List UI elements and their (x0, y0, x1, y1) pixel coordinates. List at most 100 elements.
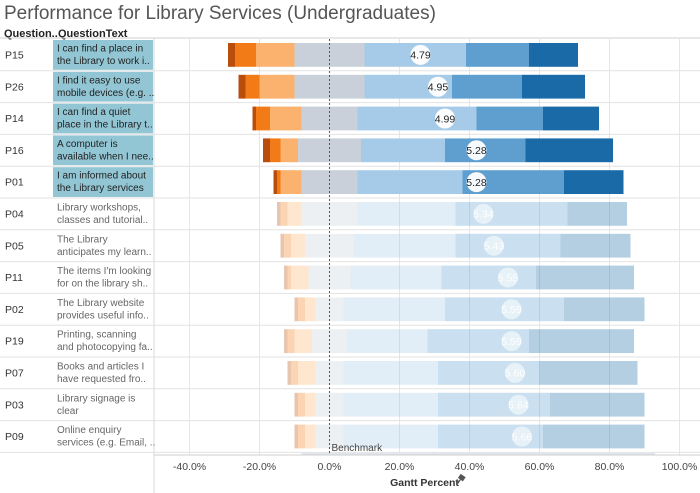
strongly-disagree-bar[interactable] (294, 297, 299, 322)
slightly-disagree-bar[interactable] (305, 392, 316, 417)
neutral-neg-bar[interactable] (298, 138, 361, 163)
slightly-agree-bar[interactable] (452, 74, 522, 99)
slightly-disagree-bar[interactable] (298, 361, 316, 385)
disagree-bar[interactable] (287, 265, 292, 290)
neutral-neg-bar[interactable] (301, 106, 358, 131)
mean-score-marker[interactable] (484, 235, 504, 256)
strongly-disagree-bar[interactable] (280, 233, 285, 258)
strongly-disagree-bar[interactable] (277, 202, 281, 226)
mean-score-marker[interactable] (498, 267, 518, 288)
agree-bar[interactable] (564, 297, 645, 322)
disagree-bar[interactable] (270, 138, 281, 163)
neutral-pos-bar[interactable] (361, 138, 445, 163)
disagree-bar[interactable] (298, 392, 305, 417)
agree-bar[interactable] (543, 424, 645, 449)
strongly-disagree-bar[interactable] (228, 43, 235, 67)
question-text: the Library to work i.. (57, 56, 150, 67)
agree-bar[interactable] (522, 74, 585, 99)
mean-score-marker[interactable] (505, 362, 525, 383)
neutral-pos-bar[interactable] (350, 265, 442, 290)
neutral-pos-bar[interactable] (357, 106, 477, 131)
strongly-disagree-bar[interactable] (284, 265, 288, 290)
disagree-bar[interactable] (284, 233, 291, 258)
agree-bar[interactable] (539, 361, 638, 385)
neutral-neg-bar[interactable] (305, 233, 354, 258)
neutral-neg-bar[interactable] (312, 329, 347, 353)
neutral-pos-bar[interactable] (354, 233, 456, 258)
mean-score-marker[interactable] (501, 299, 522, 320)
neutral-pos-bar[interactable] (357, 202, 456, 226)
agree-bar[interactable] (567, 202, 628, 226)
agree-bar[interactable] (543, 106, 599, 131)
slightly-disagree-bar[interactable] (259, 74, 295, 99)
agree-bar[interactable] (529, 43, 578, 67)
mean-score-marker[interactable] (508, 394, 529, 415)
neutral-neg-bar[interactable] (315, 297, 344, 322)
slightly-agree-bar[interactable] (441, 265, 537, 290)
slightly-disagree-bar[interactable] (305, 424, 316, 449)
agree-bar[interactable] (564, 170, 624, 194)
slightly-disagree-bar[interactable] (280, 170, 302, 194)
strongly-disagree-bar[interactable] (294, 392, 299, 417)
slightly-agree-bar[interactable] (466, 43, 529, 67)
disagree-bar[interactable] (280, 202, 288, 226)
disagree-bar[interactable] (298, 424, 305, 449)
mean-score-marker[interactable] (428, 76, 448, 97)
slightly-disagree-bar[interactable] (256, 43, 295, 67)
disagree-bar[interactable] (291, 361, 298, 385)
neutral-pos-bar[interactable] (347, 329, 428, 353)
disagree-bar[interactable] (287, 329, 295, 353)
strongly-disagree-bar[interactable] (238, 74, 246, 99)
pin-icon[interactable] (455, 473, 466, 486)
slightly-disagree-bar[interactable] (280, 138, 299, 163)
mean-score-marker[interactable] (466, 140, 487, 161)
slightly-disagree-bar[interactable] (270, 106, 302, 131)
agree-bar[interactable] (536, 265, 634, 290)
agree-bar[interactable] (560, 233, 631, 258)
disagree-bar[interactable] (298, 297, 305, 322)
neutral-neg-bar[interactable] (294, 74, 365, 99)
mean-score-marker[interactable] (435, 108, 455, 129)
neutral-pos-bar[interactable] (357, 170, 463, 194)
disagree-bar[interactable] (245, 74, 260, 99)
neutral-neg-bar[interactable] (308, 265, 351, 290)
disagree-bar[interactable] (256, 106, 270, 131)
question-text-header[interactable]: QuestionText (58, 28, 128, 40)
slightly-disagree-bar[interactable] (291, 265, 309, 290)
neutral-pos-bar[interactable] (343, 297, 446, 322)
slightly-disagree-bar[interactable] (294, 329, 313, 353)
slightly-disagree-bar[interactable] (291, 233, 305, 258)
strongly-disagree-bar[interactable] (263, 138, 270, 163)
slightly-disagree-bar[interactable] (287, 202, 302, 226)
mean-score-marker[interactable] (466, 172, 487, 193)
mean-score-marker[interactable] (512, 426, 532, 447)
slightly-disagree-bar[interactable] (305, 297, 316, 322)
mean-score-marker[interactable] (473, 203, 494, 224)
question-code: P09 (5, 431, 24, 443)
question-code: P26 (5, 81, 24, 93)
slightly-agree-bar[interactable] (476, 106, 544, 131)
disagree-bar[interactable] (235, 43, 256, 67)
question-text: the Library services (57, 183, 144, 194)
neutral-neg-bar[interactable] (294, 43, 365, 67)
neutral-pos-bar[interactable] (343, 392, 439, 417)
strongly-disagree-bar[interactable] (284, 329, 288, 353)
question-code-header[interactable]: Question.. (4, 28, 58, 40)
slightly-agree-bar[interactable] (455, 233, 561, 258)
disagree-bar[interactable] (277, 170, 281, 194)
agree-bar[interactable] (525, 138, 614, 163)
neutral-pos-bar[interactable] (343, 424, 439, 449)
strongly-disagree-bar[interactable] (273, 170, 278, 194)
agree-bar[interactable] (550, 392, 645, 417)
strongly-disagree-bar[interactable] (294, 424, 299, 449)
slightly-agree-bar[interactable] (462, 170, 565, 194)
slightly-agree-bar[interactable] (438, 392, 550, 417)
neutral-neg-bar[interactable] (301, 170, 358, 194)
mean-score-marker[interactable] (501, 331, 522, 352)
strongly-disagree-bar[interactable] (287, 361, 292, 385)
strongly-disagree-bar[interactable] (252, 106, 257, 131)
mean-score-marker[interactable] (410, 44, 431, 65)
neutral-neg-bar[interactable] (301, 202, 358, 226)
neutral-pos-bar[interactable] (343, 361, 439, 385)
agree-bar[interactable] (529, 329, 634, 353)
